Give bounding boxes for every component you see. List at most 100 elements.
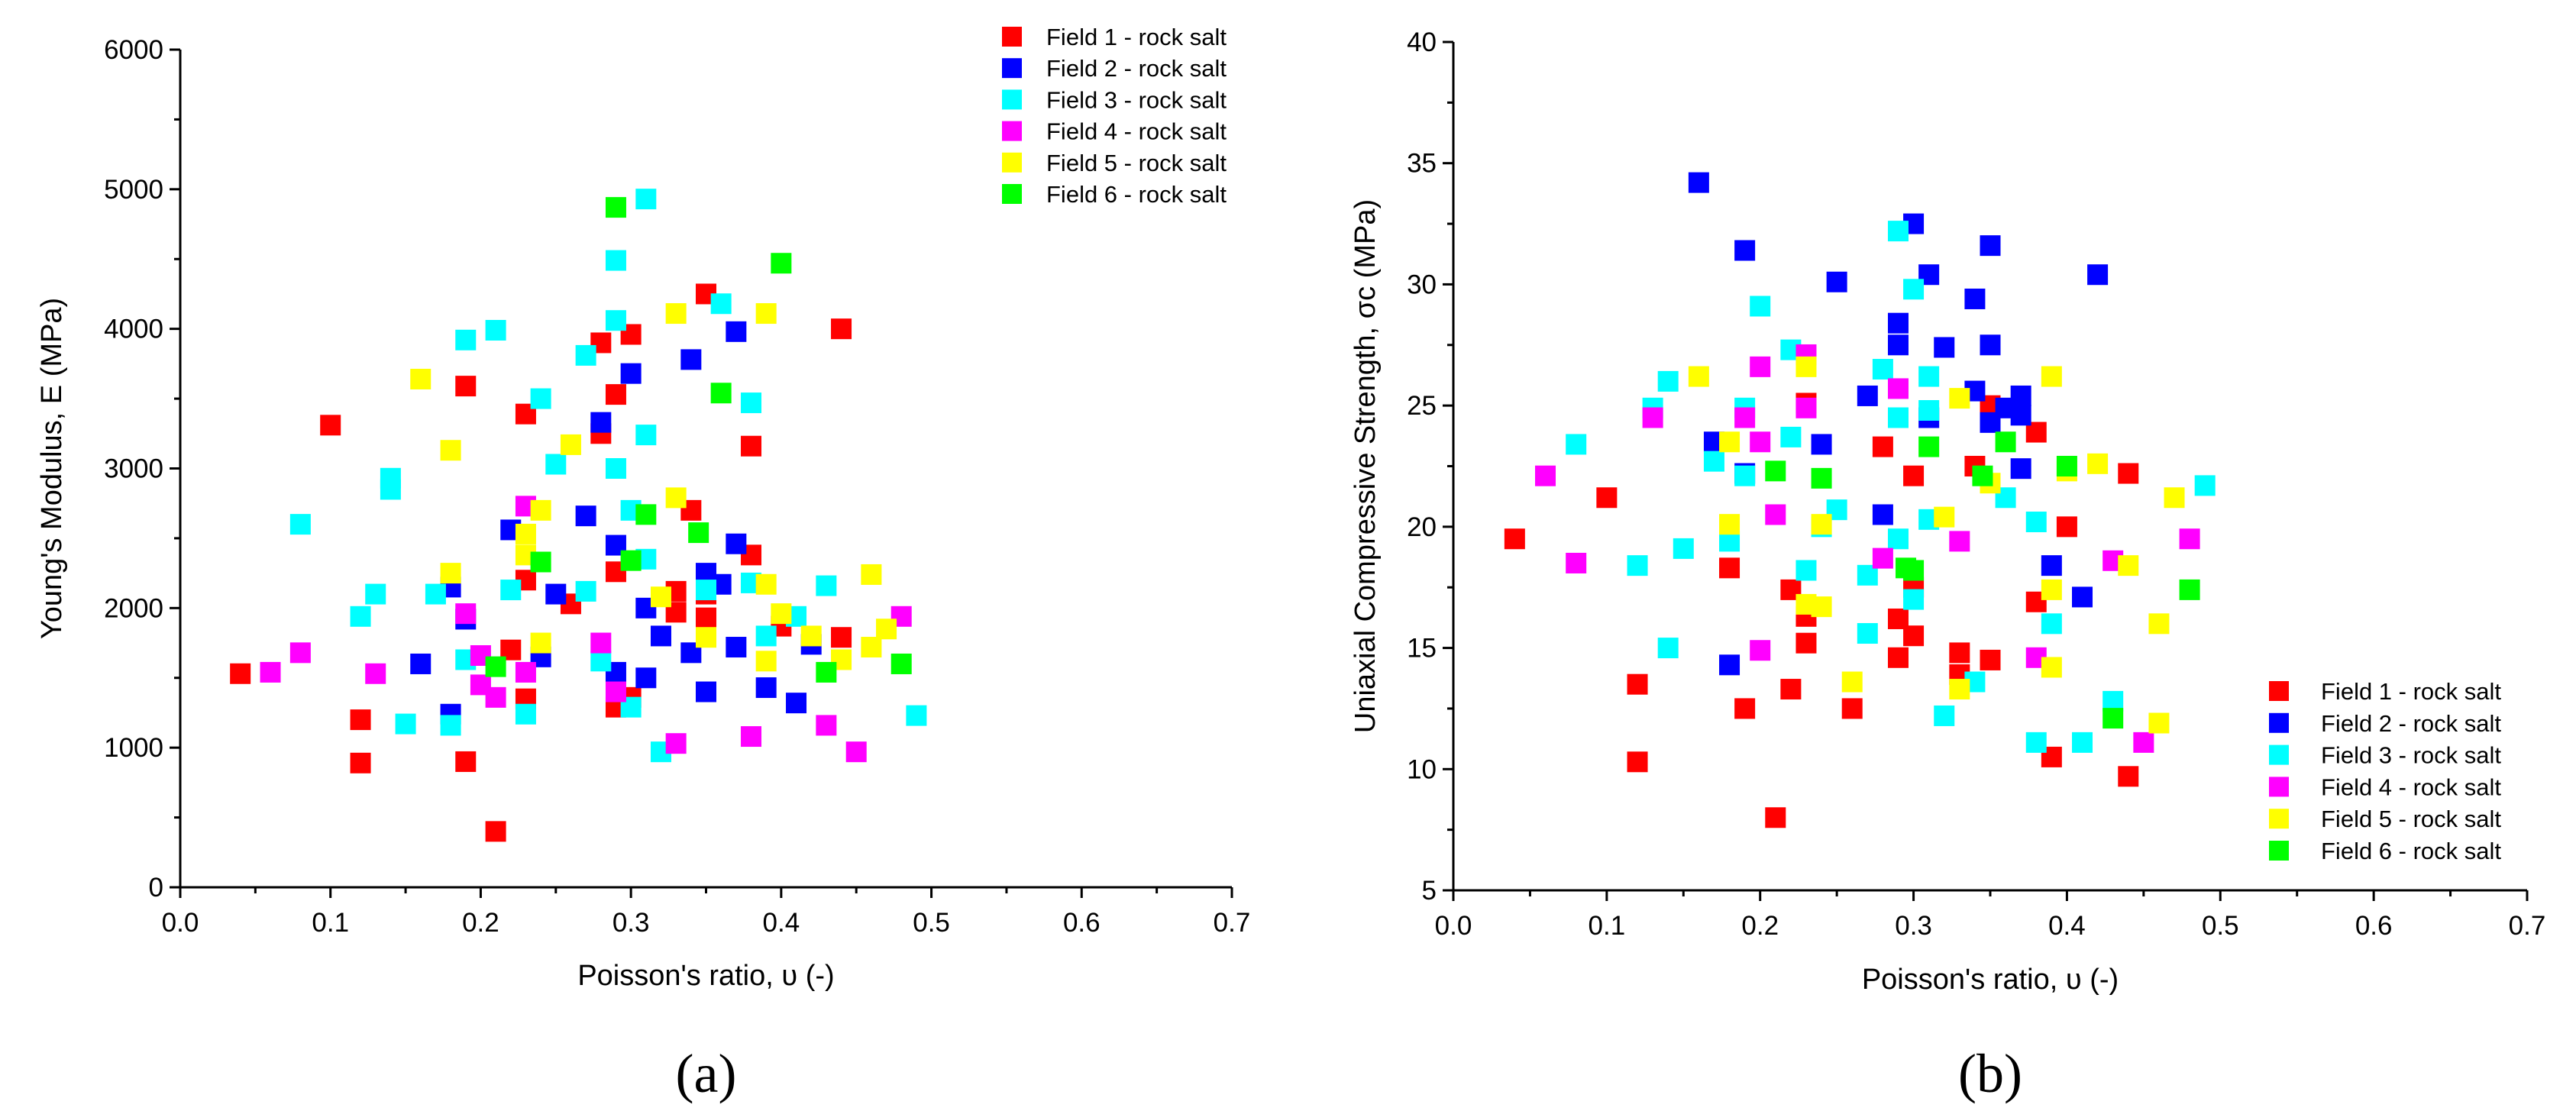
legend-marker-field-4	[2269, 777, 2289, 797]
data-point	[680, 349, 702, 370]
data-point	[605, 384, 626, 405]
data-point	[2056, 516, 2077, 538]
data-point	[2179, 528, 2200, 550]
data-point	[1980, 649, 2001, 670]
data-point	[1811, 467, 1832, 489]
data-point	[1857, 385, 1878, 406]
legend-entry-field-1: Field 1 - rock salt	[1046, 24, 1227, 50]
chart-panel-a: 0.0 0.1 0.2 0.3 0.4 0.5 0.6 0.7 0 1000 2000 3000 400…	[36, 24, 1250, 1104]
data-point	[1934, 506, 1955, 528]
legend-entry-field-2: Field 2 - rock salt	[1046, 55, 1227, 82]
data-point	[1903, 560, 1925, 581]
data-point	[605, 250, 626, 271]
series-field-3	[1566, 221, 2216, 753]
y-tick-label: 6000	[104, 35, 163, 65]
data-point	[575, 580, 596, 602]
data-point	[260, 661, 281, 683]
data-point	[2087, 264, 2109, 286]
legend: Field 1 - rock salt Field 2 - rock salt Fi…	[1002, 24, 1227, 208]
legend-marker-field-6	[2269, 841, 2289, 861]
data-point	[1872, 504, 1893, 525]
data-point	[1811, 434, 1832, 455]
data-point	[1934, 705, 1955, 726]
data-point	[2148, 712, 2170, 734]
y-tick-label: 3000	[104, 454, 163, 484]
data-point	[786, 693, 807, 714]
x-tick-label: 0.0	[1435, 911, 1472, 941]
data-point	[1657, 370, 1679, 392]
data-point	[1918, 399, 1940, 421]
data-point	[500, 580, 522, 601]
legend-entry-field-6: Field 6 - rock salt	[1046, 181, 1227, 208]
data-point	[289, 642, 311, 664]
data-point	[755, 651, 777, 672]
data-point	[2041, 555, 2062, 576]
series-field-3	[289, 189, 927, 763]
legend: Field 1 - rock salt Field 2 - rock salt Fi…	[2269, 678, 2501, 864]
data-point	[1627, 673, 1648, 695]
data-point	[1642, 407, 1663, 428]
data-point	[455, 329, 477, 350]
data-point	[1703, 451, 1724, 472]
data-point	[665, 733, 687, 754]
data-point	[410, 653, 431, 674]
data-point	[2041, 613, 2062, 635]
x-tick-label: 0.5	[913, 908, 950, 938]
data-point	[1780, 426, 1802, 447]
data-point	[1780, 679, 1802, 700]
data-point	[395, 713, 416, 735]
x-tick-label: 0.1	[1589, 911, 1626, 941]
data-point	[1750, 296, 1771, 317]
data-point	[726, 637, 747, 658]
data-point	[1995, 431, 2016, 453]
y-tick-label: 40	[1407, 27, 1437, 57]
x-tick-label: 0.7	[2509, 911, 2546, 941]
data-point	[2072, 586, 2093, 608]
data-point	[1887, 334, 1909, 356]
data-point	[545, 583, 567, 605]
series-field-4	[260, 496, 912, 763]
data-point	[861, 637, 882, 658]
data-point	[485, 656, 506, 677]
data-point	[1765, 460, 1786, 482]
data-point	[605, 197, 626, 218]
legend-entry-field-5: Field 5 - rock salt	[2321, 806, 2501, 832]
data-point	[485, 686, 506, 708]
data-point	[1719, 514, 1740, 535]
data-point	[2041, 579, 2062, 600]
data-point	[605, 458, 626, 479]
data-point	[530, 551, 551, 573]
legend-marker-field-3	[1002, 89, 1022, 110]
x-tick-label: 0.6	[1063, 908, 1101, 938]
data-point	[831, 318, 852, 340]
data-point	[1688, 172, 1709, 193]
legend-entry-field-3: Field 3 - rock salt	[2321, 742, 2501, 769]
data-point	[425, 583, 446, 605]
x-tick-label: 0.5	[2202, 911, 2239, 941]
x-tick-label: 0.2	[1741, 911, 1779, 941]
data-point	[1887, 407, 1909, 428]
data-point	[2025, 512, 2047, 533]
data-point	[620, 363, 642, 384]
data-point	[1887, 221, 1909, 242]
data-point	[1688, 366, 1709, 387]
data-point	[755, 303, 777, 325]
data-point	[350, 752, 371, 774]
data-point	[2118, 463, 2139, 484]
data-point	[2118, 766, 2139, 787]
data-point	[410, 368, 431, 389]
x-tick-label: 0.3	[612, 908, 650, 938]
data-point	[2010, 385, 2031, 406]
data-point	[771, 253, 792, 274]
series-field-2	[1688, 172, 2109, 676]
data-point	[1887, 312, 1909, 334]
data-point	[1719, 431, 1740, 453]
data-point	[2179, 579, 2200, 600]
data-point	[1903, 589, 1925, 610]
data-point	[440, 715, 461, 736]
data-point	[755, 625, 777, 647]
data-point	[2148, 613, 2170, 635]
x-tick-label: 0.3	[1895, 911, 1932, 941]
series-field-5	[1688, 356, 2185, 734]
x-tick-label: 0.0	[162, 908, 199, 938]
